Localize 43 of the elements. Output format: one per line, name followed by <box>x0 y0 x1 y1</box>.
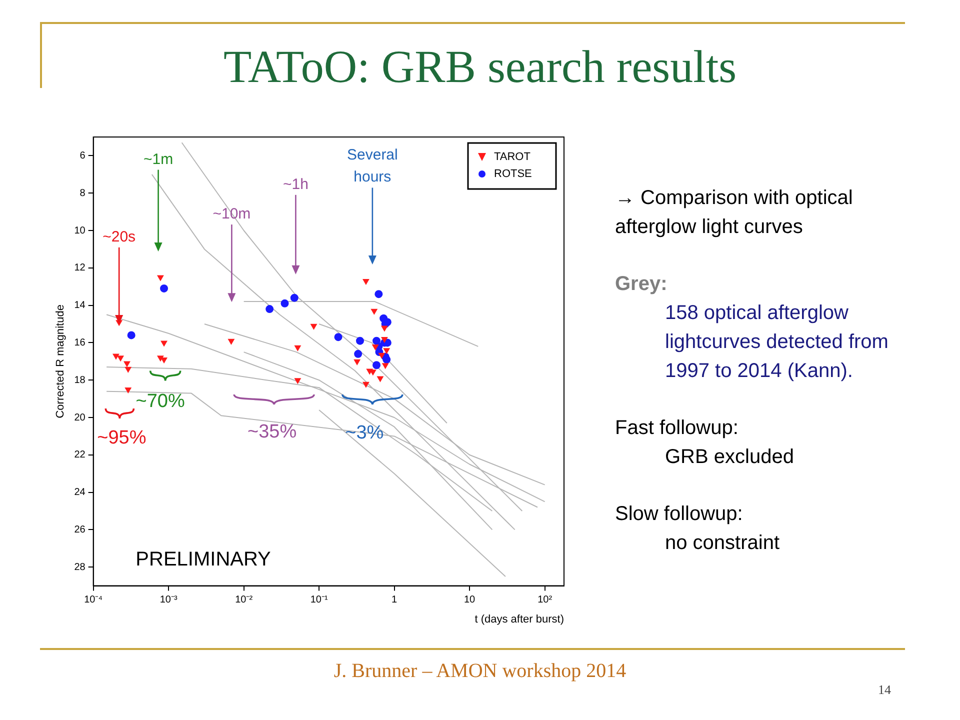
annotation: ~95% <box>97 427 146 448</box>
text: Grey: <box>615 272 668 297</box>
x-tick-label: 10² <box>538 594 553 606</box>
y-tick-label: 24 <box>74 487 86 498</box>
legend-label: TAROT <box>494 151 531 164</box>
annotation: Several hours <box>347 146 398 186</box>
y-tick-label: 6 <box>80 150 86 162</box>
y-tick-label: 16 <box>74 337 86 348</box>
text: Slow followup: <box>615 502 744 527</box>
annotation: ~35% <box>248 422 297 443</box>
y-tick-label: 20 <box>74 412 86 424</box>
y-tick-label: 22 <box>74 450 86 461</box>
annotation: PRELIMINARY <box>136 548 271 571</box>
x-axis-title: t (days after burst) <box>474 613 564 626</box>
x-tick-label: 10⁻⁴ <box>84 594 103 606</box>
text: no constraint <box>664 531 781 556</box>
legend-label: ROTSE <box>494 168 532 180</box>
x-tick-label: 10⁻² <box>235 594 254 606</box>
annotation: ~70% <box>136 390 186 412</box>
annotation: ~1m <box>143 150 174 168</box>
x-tick-label: 10 <box>464 594 476 606</box>
annotation: ~10m <box>212 206 251 223</box>
y-tick-label: 14 <box>74 300 86 312</box>
text: GRB excluded <box>664 445 795 470</box>
text: 14 <box>878 682 891 698</box>
y-tick-label: 8 <box>80 188 86 199</box>
x-tick-label: 1 <box>392 594 398 606</box>
chart-title: TAToO: GRB search results <box>222 40 738 93</box>
text: J. Brunner – AMON workshop 2014 <box>332 660 628 683</box>
text: Fast followup: <box>615 416 740 441</box>
text: → Comparison with optical afterglow light curves <box>615 186 854 240</box>
text: 158 optical afterglow lightcurves detected from 1997 to 2014 (Kann). <box>664 301 890 384</box>
y-tick-label: 26 <box>74 524 86 536</box>
y-tick-label: 18 <box>74 374 86 386</box>
annotation: ~3% <box>345 422 384 444</box>
annotation: ~20s <box>102 228 136 246</box>
y-tick-label: 28 <box>74 562 86 573</box>
annotation: ~1h <box>282 176 308 193</box>
x-tick-label: 10⁻¹ <box>310 594 328 606</box>
y-tick-label: 10 <box>74 225 86 236</box>
y-axis-title: Corrected R magnitude <box>54 304 67 418</box>
x-tick-label: 10⁻³ <box>160 594 178 606</box>
y-tick-label: 12 <box>74 262 86 274</box>
